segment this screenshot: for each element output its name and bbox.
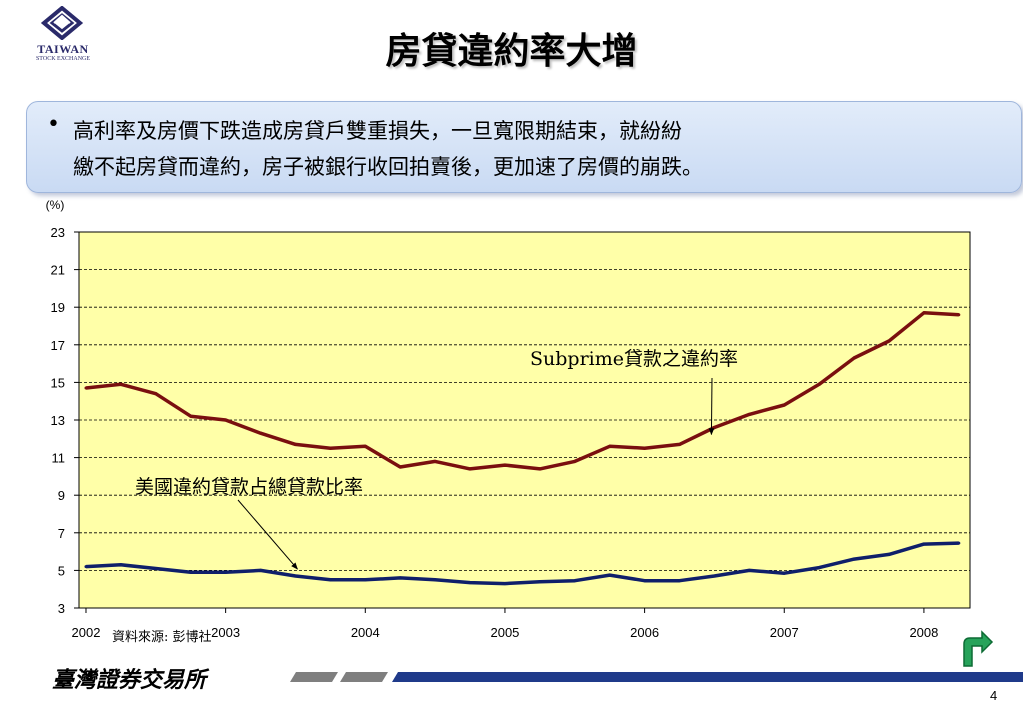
data-point [678,579,682,583]
y-tick-label: 19 [51,300,65,315]
data-point [538,580,542,584]
annotation-label-1: Subprime貸款之違約率 [530,348,738,370]
x-tick-label: 2006 [630,625,659,640]
data-point [957,313,961,317]
data-point [328,446,332,450]
data-point [922,311,926,315]
x-tick-label: 2008 [909,625,938,640]
data-point [433,459,437,463]
bullet-text: 高利率及房價下跌造成房貸戶雙重損失，一旦寬限期結束，就紛紛 繳不起房貸而違約，房… [73,113,1003,185]
y-tick-label: 7 [58,526,65,541]
y-tick-label: 15 [51,375,65,390]
return-arrow-icon[interactable] [956,630,996,670]
data-point [782,403,786,407]
data-point [363,578,367,582]
y-tick-label: 17 [51,338,65,353]
slide-title: 房貸違約率大增 [385,30,638,72]
data-point [957,541,961,545]
data-point [678,442,682,446]
data-point [887,552,891,556]
data-point [817,566,821,570]
data-point [189,414,193,418]
data-point [468,581,472,585]
page-number: 4 [990,688,998,703]
data-point [608,444,612,448]
annotation-arrow-2 [237,499,298,570]
x-tick-label: 2002 [72,625,101,640]
data-point [852,356,856,360]
data-point [293,574,297,578]
data-point [154,567,158,571]
data-point [747,412,751,416]
data-point [573,579,577,583]
logo-subtitle: STOCK EXCHANGE [35,56,91,62]
data-point [398,465,402,469]
y-tick-label: 9 [58,488,65,503]
data-point [84,386,88,390]
data-point [363,444,367,448]
annotation-arrow-1 [708,377,715,436]
data-point [503,463,507,467]
data-point [817,382,821,386]
footer-exchange-name: 臺灣證券交易所 [52,667,207,693]
data-point [259,431,263,435]
x-tick-label: 2005 [490,625,519,640]
data-point [608,573,612,577]
data-point [643,446,647,450]
data-point [433,578,437,582]
bullet-box: • 高利率及房價下跌造成房貸戶雙重損失，一旦寬限期結束，就紛紛 繳不起房貸而違約… [26,101,1022,193]
x-tick-label: 2007 [770,625,799,640]
x-tick-label: 2004 [351,625,380,640]
annotation-label-2: 美國違約貸款占總貸款比率 [135,476,363,498]
data-point [747,568,751,572]
data-point [538,467,542,471]
data-point [712,574,716,578]
series-line-1 [85,311,959,471]
y-tick-label: 11 [52,451,66,466]
y-tick-label: 21 [51,263,65,278]
data-point [224,570,228,574]
bullet-line-2: 繳不起房貸而違約，房子被銀行收回拍賣後，更加速了房價的崩跌。 [73,155,703,179]
y-tick-label: 3 [58,601,65,616]
data-point [293,442,297,446]
y-tick-label: 23 [51,225,65,240]
data-point [119,563,123,567]
data-point [328,578,332,582]
series-line-2 [85,541,959,586]
y-axis-label: (%) [46,198,65,212]
data-point [712,426,716,430]
x-tick-label: 2003 [211,625,240,640]
data-point [189,570,193,574]
data-point [119,382,123,386]
data-point [852,557,856,561]
source-note: 資料來源: 彭博社 [112,630,212,645]
data-point [398,576,402,580]
data-point [468,467,472,471]
data-point [503,582,507,586]
twse-logo-icon [40,6,84,40]
data-point [887,339,891,343]
company-logo: TAIWAN STOCK EXCHANGE [18,6,108,66]
y-tick-label: 13 [51,413,65,428]
data-point [922,542,926,546]
logo-name: TAIWAN [37,42,89,56]
data-point [84,565,88,569]
y-tick-label: 5 [58,563,65,578]
data-point [643,579,647,583]
bullet-marker: • [47,112,60,137]
data-point [573,459,577,463]
data-point [154,392,158,396]
data-point [782,571,786,575]
data-point [224,418,228,422]
data-point [259,568,263,572]
bullet-line-1: 高利率及房價下跌造成房貸戶雙重損失，一旦寬限期結束，就紛紛 [73,119,682,143]
